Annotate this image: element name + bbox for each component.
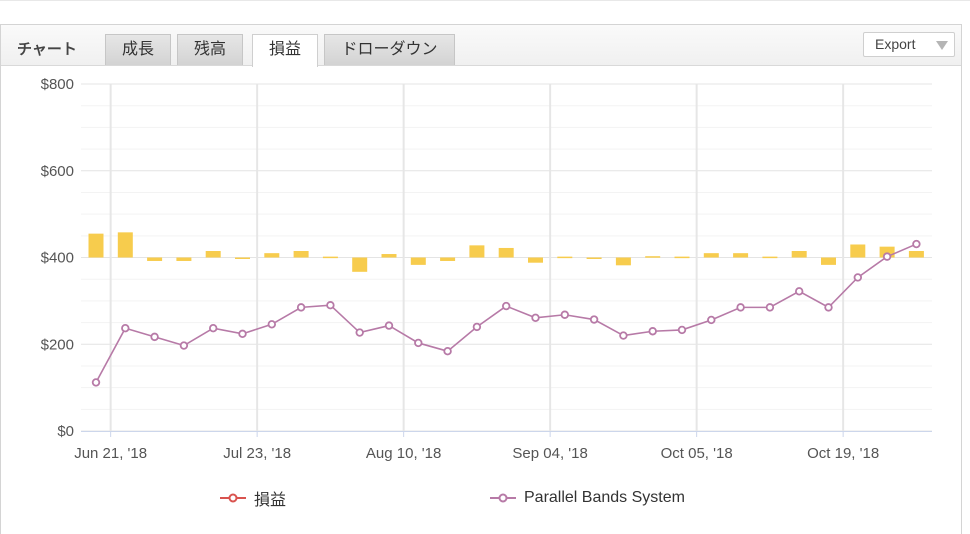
system-point: [502, 301, 511, 311]
system-point: [355, 328, 364, 337]
profit-bar: [264, 253, 280, 258]
legend-label-system: Parallel Bands System: [524, 489, 685, 506]
profit-bar: [908, 250, 924, 258]
system-point: [560, 310, 569, 319]
chart-toolbar: チャート 成長 残高 損益 ドローダウン Export: [1, 25, 961, 67]
system-point: [326, 301, 335, 310]
system-point: [765, 303, 775, 312]
x-tick-label: Sep 04, '18: [512, 445, 587, 462]
system-point: [91, 378, 101, 387]
chevron-down-icon: [936, 41, 948, 50]
profit-bar: [879, 246, 895, 258]
system-point: [267, 320, 276, 329]
system-point: [912, 239, 921, 249]
profit-bar: [645, 256, 661, 258]
x-tick-label: Oct 19, '18: [807, 445, 879, 462]
profit-bar: [498, 247, 514, 258]
system-point: [296, 303, 306, 312]
legend-system-marker-icon: [490, 493, 516, 503]
system-point: [150, 332, 159, 342]
profit-bar: [615, 257, 631, 266]
system-point: [619, 331, 628, 340]
y-tick-label: $200: [41, 336, 74, 353]
top-border: [0, 0, 970, 1]
system-point: [414, 338, 423, 348]
profit-bar: [469, 245, 485, 258]
profit-bar: [821, 257, 836, 265]
export-label: Export: [875, 36, 916, 52]
system-point: [384, 321, 394, 330]
system-point: [208, 324, 218, 333]
legend-item-system[interactable]: Parallel Bands System: [490, 487, 685, 509]
profit-bar: [293, 250, 309, 258]
profit-bar: [381, 254, 397, 258]
system-point: [238, 329, 247, 339]
system-point: [677, 325, 687, 335]
legend-item-profit[interactable]: 損益: [220, 487, 286, 509]
system-point: [795, 287, 804, 296]
x-tick-label: Oct 05, '18: [661, 445, 733, 462]
chart-label: チャート: [17, 41, 77, 58]
tab-growth[interactable]: 成長: [105, 34, 171, 65]
tab-profit[interactable]: 損益: [252, 34, 318, 67]
profit-bar: [733, 253, 749, 258]
system-point: [121, 324, 130, 333]
profit-bar: [791, 250, 807, 258]
y-tick-label: $0: [57, 423, 74, 440]
profit-bar: [410, 257, 426, 265]
legend-profit-marker-icon: [220, 493, 246, 503]
system-point: [589, 315, 599, 324]
profit-bar: [674, 256, 690, 259]
profit-bar: [528, 257, 543, 263]
profit-bar: [176, 257, 192, 261]
profit-bar: [703, 253, 719, 258]
profit-bar: [117, 232, 133, 258]
x-tick-label: Aug 10, '18: [366, 445, 441, 462]
system-point: [853, 273, 862, 282]
system-point: [882, 252, 892, 261]
profit-bar: [762, 256, 778, 259]
system-point: [736, 303, 745, 312]
tab-drawdown[interactable]: ドローダウン: [324, 34, 455, 65]
system-point: [707, 315, 716, 325]
system-point: [531, 313, 540, 322]
profit-bar: [235, 257, 250, 259]
x-tick-label: Jun 21, '18: [74, 445, 147, 462]
profit-bar: [557, 256, 573, 259]
y-tick-label: $800: [41, 76, 74, 93]
system-point: [824, 303, 833, 312]
profit-bar: [440, 257, 456, 261]
profit-bar: [586, 257, 602, 259]
profit-bar: [147, 257, 163, 261]
profit-bar: [88, 233, 104, 258]
profit-bar: [205, 250, 221, 258]
profit-bar: [322, 256, 338, 259]
profit-bar: [850, 244, 866, 258]
export-dropdown[interactable]: Export: [863, 32, 955, 57]
y-tick-label: $600: [41, 163, 74, 180]
system-point: [443, 346, 452, 356]
tab-balance[interactable]: 残高: [177, 34, 243, 65]
profit-bar: [352, 257, 368, 272]
system-point: [179, 341, 189, 350]
legend-label-profit: 損益: [254, 492, 287, 509]
system-point: [472, 322, 482, 332]
x-tick-label: Jul 23, '18: [223, 445, 291, 462]
system-point: [648, 327, 657, 336]
y-tick-label: $400: [41, 250, 74, 267]
